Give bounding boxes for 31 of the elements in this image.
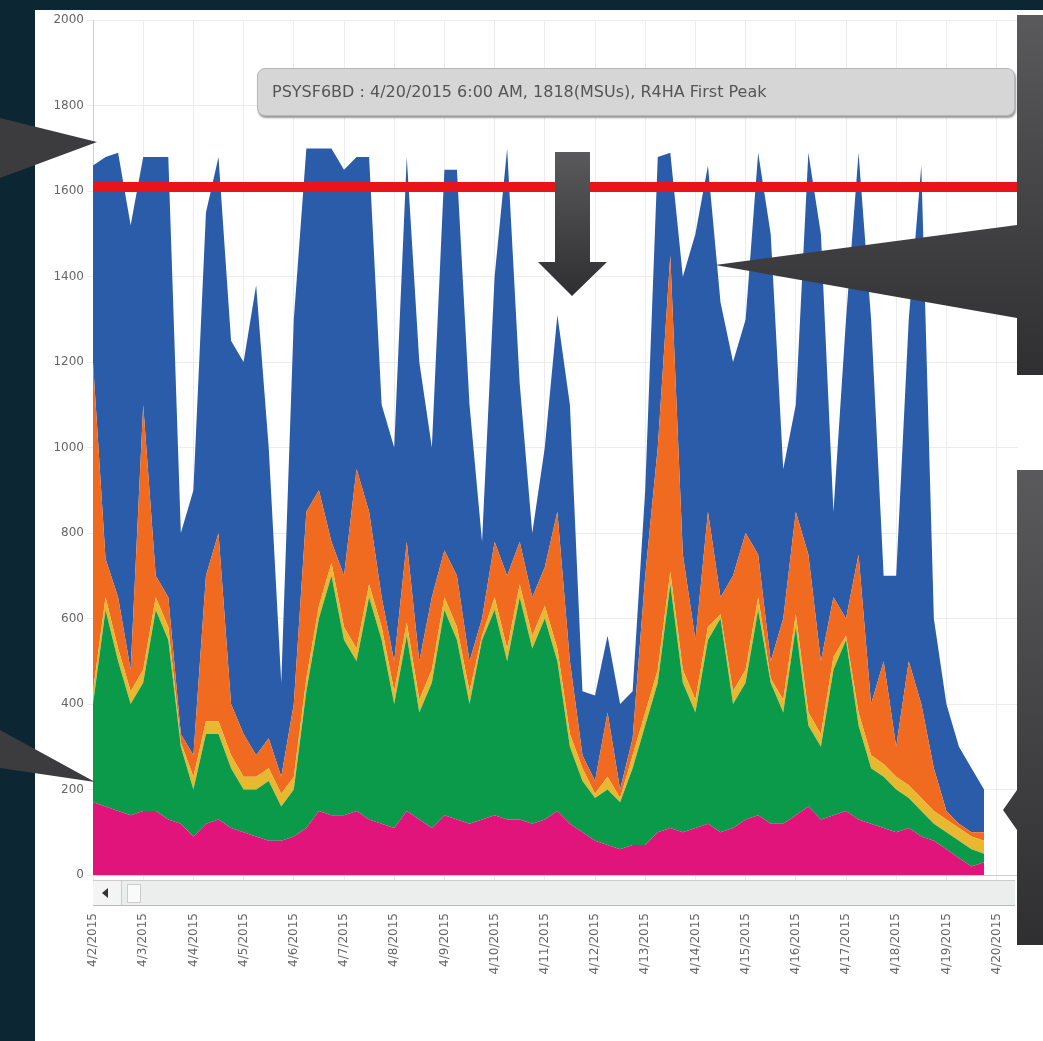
x-tick-label: 4/12/2015 <box>587 913 602 975</box>
x-tick-label: 4/19/2015 <box>938 913 953 975</box>
y-tick-label: 1800 <box>53 97 84 112</box>
x-tick-label: 4/7/2015 <box>336 913 351 967</box>
y-tick-label: 200 <box>61 781 84 796</box>
x-tick-label: 4/14/2015 <box>687 913 702 975</box>
y-tick-label: 1000 <box>53 439 84 454</box>
x-tick-label: 4/20/2015 <box>988 913 1003 975</box>
x-tick-label: 4/17/2015 <box>838 913 853 975</box>
chart-tooltip: PSYSF6BD : 4/20/2015 6:00 AM, 1818(MSUs), R4HA First Peak <box>257 68 1015 116</box>
x-tick-label: 4/3/2015 <box>135 913 150 967</box>
x-tick-label: 4/8/2015 <box>386 913 401 967</box>
y-tick-label: 600 <box>61 610 84 625</box>
x-tick-label: 4/6/2015 <box>285 913 300 967</box>
x-tick-label: 4/18/2015 <box>888 913 903 975</box>
y-tick-label: 2000 <box>53 12 84 27</box>
x-tick-label: 4/15/2015 <box>737 913 752 975</box>
y-tick-label: 1600 <box>53 183 84 198</box>
x-tick-label: 4/4/2015 <box>185 913 200 967</box>
y-tick-label: 1400 <box>53 268 84 283</box>
x-tick-label: 4/16/2015 <box>787 913 802 975</box>
x-tick-label: 4/2/2015 <box>85 913 100 967</box>
x-tick-label: 4/13/2015 <box>637 913 652 975</box>
y-tick-label: 400 <box>61 696 84 711</box>
x-tick-label: 4/9/2015 <box>436 913 451 967</box>
x-tick-label: 4/11/2015 <box>536 913 551 975</box>
x-tick-label: 4/5/2015 <box>235 913 250 967</box>
x-tick-label: 4/10/2015 <box>486 913 501 975</box>
y-tick-label: 800 <box>61 525 84 540</box>
y-tick-label: 1200 <box>53 354 84 369</box>
y-tick-label: 0 <box>76 867 84 882</box>
